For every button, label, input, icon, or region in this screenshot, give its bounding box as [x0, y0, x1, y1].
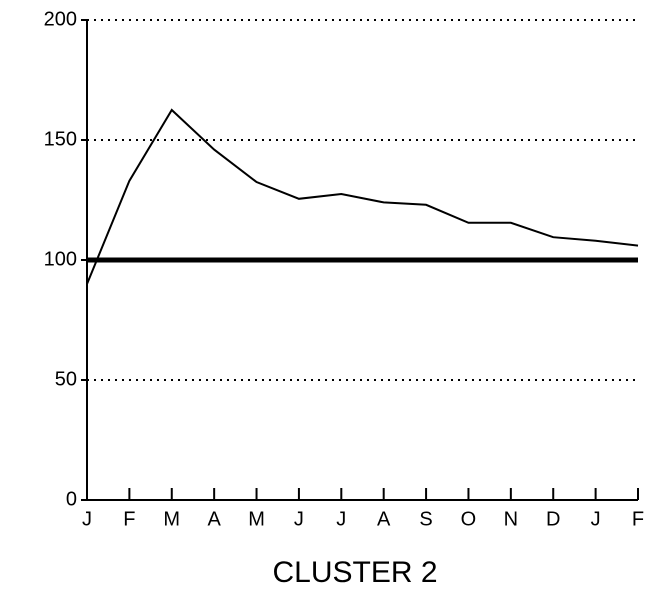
x-tick-label: A	[207, 508, 221, 530]
x-tick-label: J	[294, 508, 304, 530]
x-tick-label: A	[377, 508, 391, 530]
y-tick-label: 150	[44, 128, 77, 150]
y-tick-label: 0	[66, 488, 77, 510]
y-tick-label: 100	[44, 248, 77, 270]
data-line	[86, 108, 639, 285]
x-tick-label: D	[546, 508, 560, 530]
x-tick-label: M	[248, 508, 265, 530]
x-tick-label: M	[163, 508, 180, 530]
x-tick-label: F	[123, 508, 135, 530]
x-tick-label: J	[336, 508, 346, 530]
x-tick-label: O	[461, 508, 477, 530]
y-tick-label: 50	[55, 368, 77, 390]
x-tick-label: J	[591, 508, 601, 530]
x-tick-label: F	[632, 508, 644, 530]
chart-title: CLUSTER 2	[272, 556, 437, 589]
x-tick-label: N	[504, 508, 518, 530]
x-tick-label: J	[82, 508, 92, 530]
x-tick-label: S	[419, 508, 432, 530]
y-tick-label: 200	[44, 8, 77, 30]
